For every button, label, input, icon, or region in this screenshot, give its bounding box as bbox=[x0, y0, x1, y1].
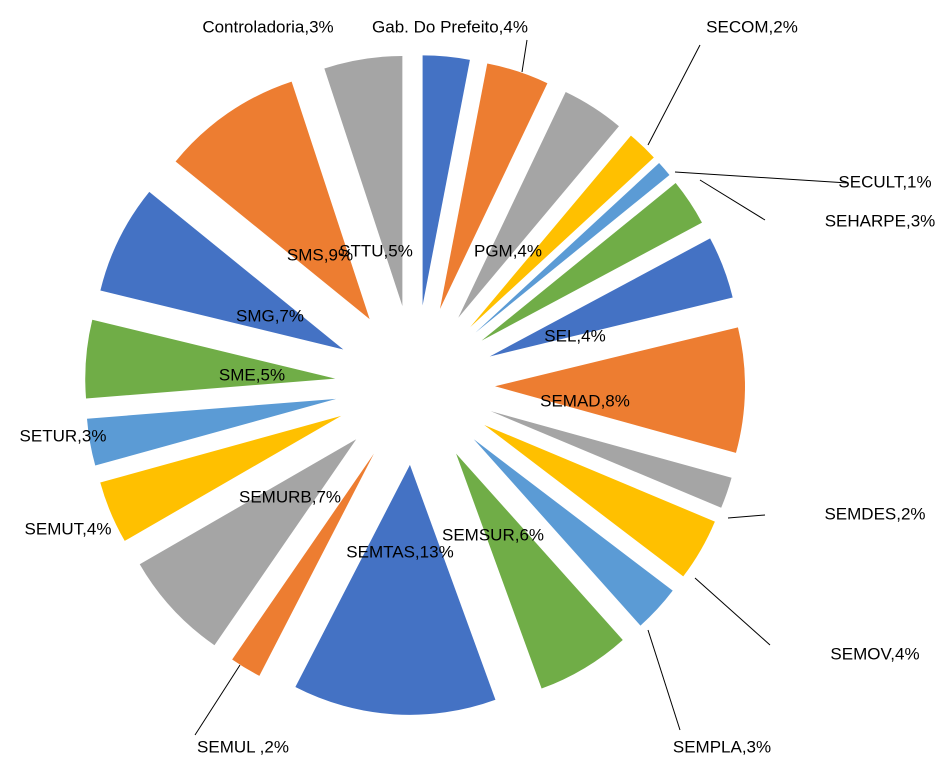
pie-slice bbox=[494, 327, 745, 453]
pie-slice bbox=[85, 319, 336, 399]
data-label: SETUR,3% bbox=[20, 426, 107, 445]
data-label: SEMUL ,2% bbox=[197, 737, 289, 756]
data-label: SMG,7% bbox=[236, 306, 304, 325]
pie-slice bbox=[458, 91, 619, 318]
leader-line bbox=[194, 664, 241, 736]
pie-slice bbox=[232, 453, 374, 676]
data-label: SECOM,2% bbox=[706, 17, 798, 36]
pie-slice bbox=[489, 238, 733, 357]
data-label: SEMOV,4% bbox=[830, 644, 919, 663]
pie-slice bbox=[481, 183, 702, 341]
pie-slice bbox=[490, 411, 732, 508]
pie-slice bbox=[100, 415, 342, 541]
leader-line bbox=[699, 179, 766, 221]
pie-slice bbox=[473, 439, 673, 626]
data-label: SEMPLA,3% bbox=[673, 737, 771, 756]
leader-line bbox=[727, 514, 766, 519]
pie-slice bbox=[175, 81, 370, 320]
data-label: PGM,4% bbox=[474, 241, 542, 260]
pie-slice bbox=[139, 439, 357, 646]
data-label: STTU,5% bbox=[339, 241, 413, 260]
pie-slice bbox=[422, 55, 470, 306]
data-label: SECULT,1% bbox=[838, 172, 931, 191]
pie-slice bbox=[295, 464, 496, 715]
pie-slice bbox=[100, 191, 344, 350]
data-label: SEL,4% bbox=[544, 326, 605, 345]
data-label: SEMUT,4% bbox=[25, 519, 112, 538]
pie-slice bbox=[439, 63, 548, 309]
pie-slice bbox=[470, 135, 654, 328]
leader-line bbox=[647, 44, 701, 146]
data-label: SEMURB,7% bbox=[239, 487, 341, 506]
data-label: SEMSUR,6% bbox=[442, 525, 544, 544]
pie-slice bbox=[456, 453, 623, 689]
leader-line bbox=[647, 629, 681, 731]
leader-line bbox=[674, 171, 849, 184]
data-label: SEMDES,2% bbox=[824, 504, 925, 523]
data-label: Controladoria,3% bbox=[202, 17, 333, 36]
pie-slice bbox=[87, 398, 337, 466]
leader-line bbox=[521, 39, 528, 73]
data-label: SEMTAS,13% bbox=[346, 542, 453, 561]
pie-slice bbox=[324, 56, 403, 307]
data-label: SMS,9% bbox=[287, 245, 353, 264]
pie-slice bbox=[475, 162, 670, 333]
data-label: SEMAD,8% bbox=[540, 391, 630, 410]
leader-line bbox=[694, 577, 771, 646]
pie-slice bbox=[484, 425, 715, 577]
data-label: SEHARPE,3% bbox=[825, 211, 936, 230]
data-label: Gab. Do Prefeito,4% bbox=[372, 17, 528, 36]
data-label: SME,5% bbox=[219, 365, 285, 384]
